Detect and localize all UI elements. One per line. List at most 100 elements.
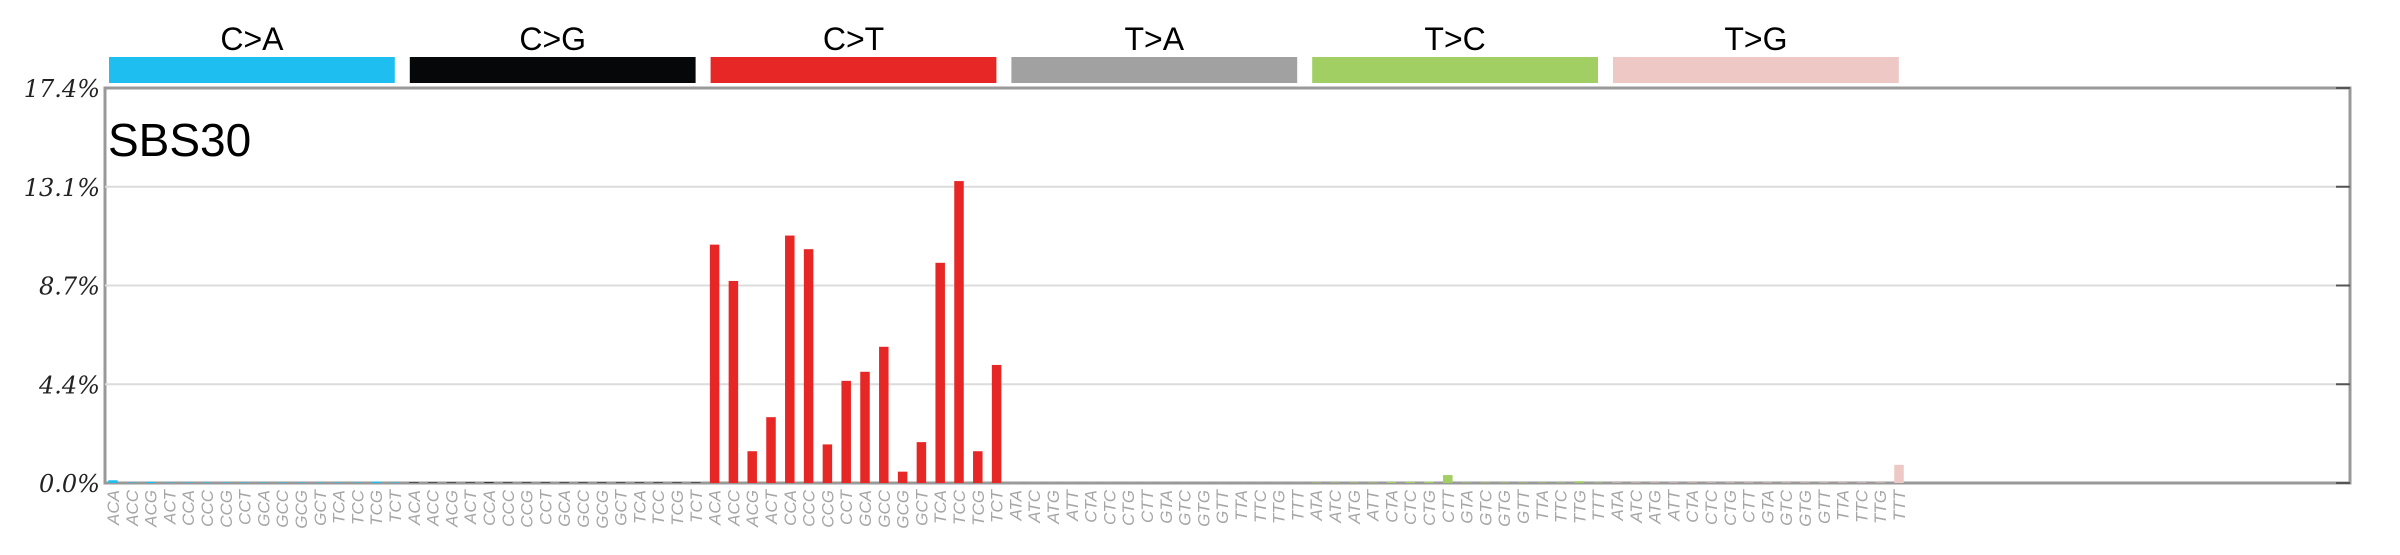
- context-label: GTT: [1514, 488, 1533, 524]
- context-label: TCA: [630, 490, 649, 524]
- bar: [1330, 482, 1340, 483]
- bar: [1367, 482, 1378, 483]
- context-label: CTT: [1439, 488, 1458, 523]
- bar: [484, 482, 494, 483]
- context-label: TCG: [969, 490, 988, 526]
- bar: [427, 482, 438, 483]
- bar: [1743, 482, 1754, 483]
- context-label: GCC: [875, 489, 894, 528]
- context-label: CTC: [1401, 489, 1420, 525]
- bar: [691, 482, 701, 483]
- context-label: GCT: [912, 488, 931, 526]
- context-label: TTC: [1251, 489, 1270, 523]
- bar: [1198, 482, 1209, 483]
- bar: [1161, 482, 1171, 483]
- context-label: TCT: [687, 488, 706, 523]
- context-label: CTG: [1119, 490, 1138, 526]
- bar: [296, 482, 306, 483]
- bar: [1067, 482, 1077, 483]
- y-tick-label: 0.0%: [39, 470, 100, 498]
- context-label: ACA: [104, 490, 123, 526]
- context-label: ACT: [160, 488, 179, 525]
- bar: [1555, 482, 1566, 483]
- bar: [1856, 482, 1867, 483]
- bar: [1819, 482, 1829, 483]
- bar: [1386, 481, 1397, 483]
- bar: [935, 262, 945, 483]
- bar: [352, 482, 363, 483]
- bar: [1687, 482, 1697, 483]
- bar: [1311, 482, 1321, 483]
- bar: [954, 181, 964, 483]
- bar: [465, 482, 475, 483]
- context-label: GTG: [1495, 490, 1514, 527]
- mutation-type-bands: C>A C>G C>T T>A T>C T>G: [109, 21, 1899, 83]
- context-label: CCG: [217, 490, 236, 528]
- mutation-type-label: T>G: [1724, 21, 1787, 57]
- context-label: CCC: [499, 489, 518, 527]
- mutation-band: [1613, 57, 1899, 83]
- bars: [108, 181, 1904, 483]
- bar: [1123, 482, 1133, 483]
- bar: [728, 280, 739, 483]
- context-label: TTA: [1232, 490, 1251, 521]
- context-label: GCC: [273, 489, 292, 528]
- context-label: ATC: [1025, 489, 1044, 523]
- context-label: TTT: [1288, 488, 1307, 521]
- mutation-band: [710, 57, 997, 83]
- bar: [1837, 482, 1848, 483]
- context-label: ACC: [424, 489, 443, 527]
- context-label: TCT: [988, 488, 1007, 523]
- bar: [1010, 482, 1021, 483]
- context-label: CCA: [480, 490, 499, 526]
- context-label: CCT: [536, 488, 555, 525]
- context-label: CTA: [1082, 490, 1101, 523]
- context-label: ATA: [1608, 490, 1627, 522]
- context-label: TCG: [668, 490, 687, 526]
- context-label: TTA: [1834, 490, 1853, 521]
- context-label: ATG: [1044, 490, 1063, 525]
- bar: [991, 364, 1002, 483]
- context-label: ATA: [1307, 490, 1326, 522]
- context-label: GCG: [292, 490, 311, 529]
- bar: [540, 482, 551, 483]
- bar: [390, 482, 400, 483]
- context-label: CCC: [198, 489, 217, 527]
- context-label: GTC: [1176, 489, 1195, 526]
- context-label: GCT: [311, 488, 330, 526]
- context-label: GTA: [1458, 490, 1477, 524]
- context-label: ACC: [123, 489, 142, 527]
- bar: [1217, 482, 1227, 483]
- bar: [822, 444, 833, 483]
- bar: [333, 482, 344, 483]
- context-label: GCG: [593, 490, 612, 529]
- bar: [709, 244, 720, 483]
- context-label: GTT: [1213, 488, 1232, 524]
- y-tick-label: 4.4%: [38, 371, 100, 399]
- context-label: TTT: [1890, 488, 1909, 521]
- bar: [1292, 482, 1303, 483]
- context-label: TCC: [348, 489, 367, 525]
- bar: [879, 346, 889, 483]
- bar: [1894, 464, 1904, 483]
- bar: [108, 480, 118, 483]
- context-label: CTT: [1138, 488, 1157, 523]
- context-label: TTA: [1533, 490, 1552, 521]
- bar: [1424, 481, 1434, 483]
- bar: [1029, 482, 1039, 483]
- context-label: CTA: [1683, 490, 1702, 523]
- context-label: ATC: [1627, 489, 1646, 523]
- context-label: TTT: [1589, 488, 1608, 521]
- bar: [1706, 482, 1716, 483]
- context-label: CCC: [800, 489, 819, 527]
- context-label: ACC: [724, 489, 743, 527]
- y-axis-ticks: 0.0% 4.4% 8.7% 13.1% 17.4%: [24, 75, 100, 498]
- chart-title: SBS30: [108, 114, 251, 166]
- context-label: TTG: [1570, 490, 1589, 524]
- bar: [615, 482, 626, 483]
- bar: [1800, 482, 1810, 483]
- bar: [446, 482, 457, 483]
- bar: [1349, 482, 1359, 483]
- context-label: GCT: [612, 488, 631, 526]
- bar: [1499, 482, 1509, 483]
